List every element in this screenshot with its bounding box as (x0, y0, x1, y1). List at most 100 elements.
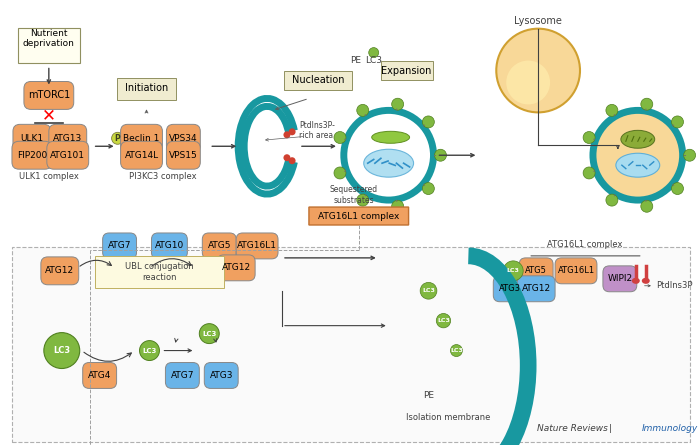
Circle shape (357, 104, 369, 116)
Text: Beclin 1: Beclin 1 (123, 134, 160, 143)
Circle shape (288, 128, 295, 135)
FancyBboxPatch shape (18, 28, 80, 62)
Text: Lysosome: Lysosome (514, 16, 562, 26)
Circle shape (436, 314, 451, 328)
Text: ATG3: ATG3 (499, 284, 522, 293)
FancyBboxPatch shape (517, 276, 555, 302)
Text: PtdIns3P-
rich area: PtdIns3P- rich area (299, 120, 335, 140)
Text: mTORC1: mTORC1 (28, 91, 70, 100)
Circle shape (139, 341, 160, 360)
Circle shape (503, 261, 523, 281)
Circle shape (684, 149, 696, 161)
Circle shape (369, 48, 379, 58)
FancyBboxPatch shape (151, 233, 188, 259)
FancyBboxPatch shape (120, 124, 162, 152)
Text: PE: PE (350, 56, 361, 65)
Text: ATG10: ATG10 (155, 241, 184, 250)
Text: Immunology: Immunology (641, 424, 698, 433)
FancyBboxPatch shape (236, 233, 278, 259)
Circle shape (199, 324, 219, 343)
Text: ULK1 complex: ULK1 complex (19, 172, 79, 181)
Circle shape (420, 282, 437, 299)
Circle shape (288, 157, 295, 164)
Text: ATG101: ATG101 (50, 151, 85, 160)
Circle shape (671, 182, 683, 194)
Text: ATG12: ATG12 (522, 284, 551, 293)
FancyBboxPatch shape (555, 258, 597, 284)
Text: ✕: ✕ (42, 107, 56, 124)
Text: Nutrient
deprivation: Nutrient deprivation (23, 29, 75, 48)
Ellipse shape (632, 278, 640, 284)
Text: WIPI2: WIPI2 (608, 274, 632, 283)
FancyBboxPatch shape (167, 124, 200, 152)
Ellipse shape (372, 131, 410, 143)
Text: PE: PE (423, 391, 434, 400)
Ellipse shape (642, 278, 650, 284)
Text: Expansion: Expansion (382, 66, 432, 75)
FancyBboxPatch shape (284, 70, 352, 91)
Text: ATG16L1: ATG16L1 (237, 241, 277, 250)
Text: Nature Reviews: Nature Reviews (537, 424, 608, 433)
FancyBboxPatch shape (41, 257, 78, 285)
FancyBboxPatch shape (103, 233, 136, 259)
Text: ATG5: ATG5 (207, 241, 231, 250)
FancyBboxPatch shape (204, 363, 238, 388)
Text: ATG12: ATG12 (46, 266, 74, 275)
Circle shape (344, 111, 433, 200)
Text: Initiation: Initiation (125, 83, 168, 94)
Circle shape (640, 200, 653, 212)
Circle shape (593, 111, 682, 200)
FancyBboxPatch shape (12, 247, 690, 442)
Text: LC3: LC3 (437, 318, 450, 323)
Circle shape (284, 154, 290, 161)
Text: LC3: LC3 (142, 347, 157, 354)
Ellipse shape (364, 149, 414, 177)
Text: ATG7: ATG7 (108, 241, 132, 250)
Text: Sequestered
substrates: Sequestered substrates (330, 185, 378, 205)
FancyBboxPatch shape (167, 141, 200, 169)
FancyBboxPatch shape (12, 141, 52, 169)
FancyBboxPatch shape (603, 266, 637, 292)
Text: |: | (608, 424, 611, 433)
Text: ATG16L1 complex: ATG16L1 complex (547, 240, 623, 249)
Text: ATG13: ATG13 (53, 134, 83, 143)
Circle shape (435, 149, 447, 161)
Text: LC3: LC3 (507, 268, 519, 273)
Text: PtdIns3P: PtdIns3P (656, 281, 692, 290)
Circle shape (44, 333, 80, 368)
Circle shape (392, 98, 404, 110)
Circle shape (392, 200, 404, 212)
FancyBboxPatch shape (49, 124, 87, 152)
Text: ATG7: ATG7 (171, 371, 194, 380)
FancyBboxPatch shape (24, 82, 74, 109)
Circle shape (450, 345, 463, 356)
Circle shape (357, 194, 369, 206)
Text: LC3: LC3 (365, 56, 382, 65)
Text: ATG5: ATG5 (525, 266, 547, 275)
FancyBboxPatch shape (94, 256, 224, 288)
Circle shape (583, 132, 595, 144)
Circle shape (284, 131, 290, 138)
Text: FIP200: FIP200 (17, 151, 47, 160)
FancyBboxPatch shape (13, 124, 51, 152)
Ellipse shape (621, 130, 654, 148)
Text: VPS15: VPS15 (169, 151, 197, 160)
Circle shape (606, 104, 618, 116)
Text: Isolation membrane: Isolation membrane (406, 413, 491, 422)
Circle shape (496, 29, 580, 112)
FancyBboxPatch shape (165, 363, 199, 388)
Text: ATG16L1 complex: ATG16L1 complex (318, 211, 400, 220)
Text: LC3: LC3 (202, 330, 216, 337)
Text: ATG16L1: ATG16L1 (557, 266, 594, 275)
Circle shape (506, 61, 550, 104)
Circle shape (334, 167, 346, 179)
Circle shape (111, 132, 124, 144)
FancyBboxPatch shape (494, 276, 527, 302)
Text: ATG3: ATG3 (209, 371, 233, 380)
Text: ATG14L: ATG14L (125, 151, 159, 160)
Text: LC3: LC3 (422, 288, 435, 293)
Text: PI3KC3 complex: PI3KC3 complex (129, 172, 196, 181)
Text: LC3: LC3 (450, 348, 463, 353)
Circle shape (422, 116, 434, 128)
Text: ATG12: ATG12 (222, 263, 251, 273)
